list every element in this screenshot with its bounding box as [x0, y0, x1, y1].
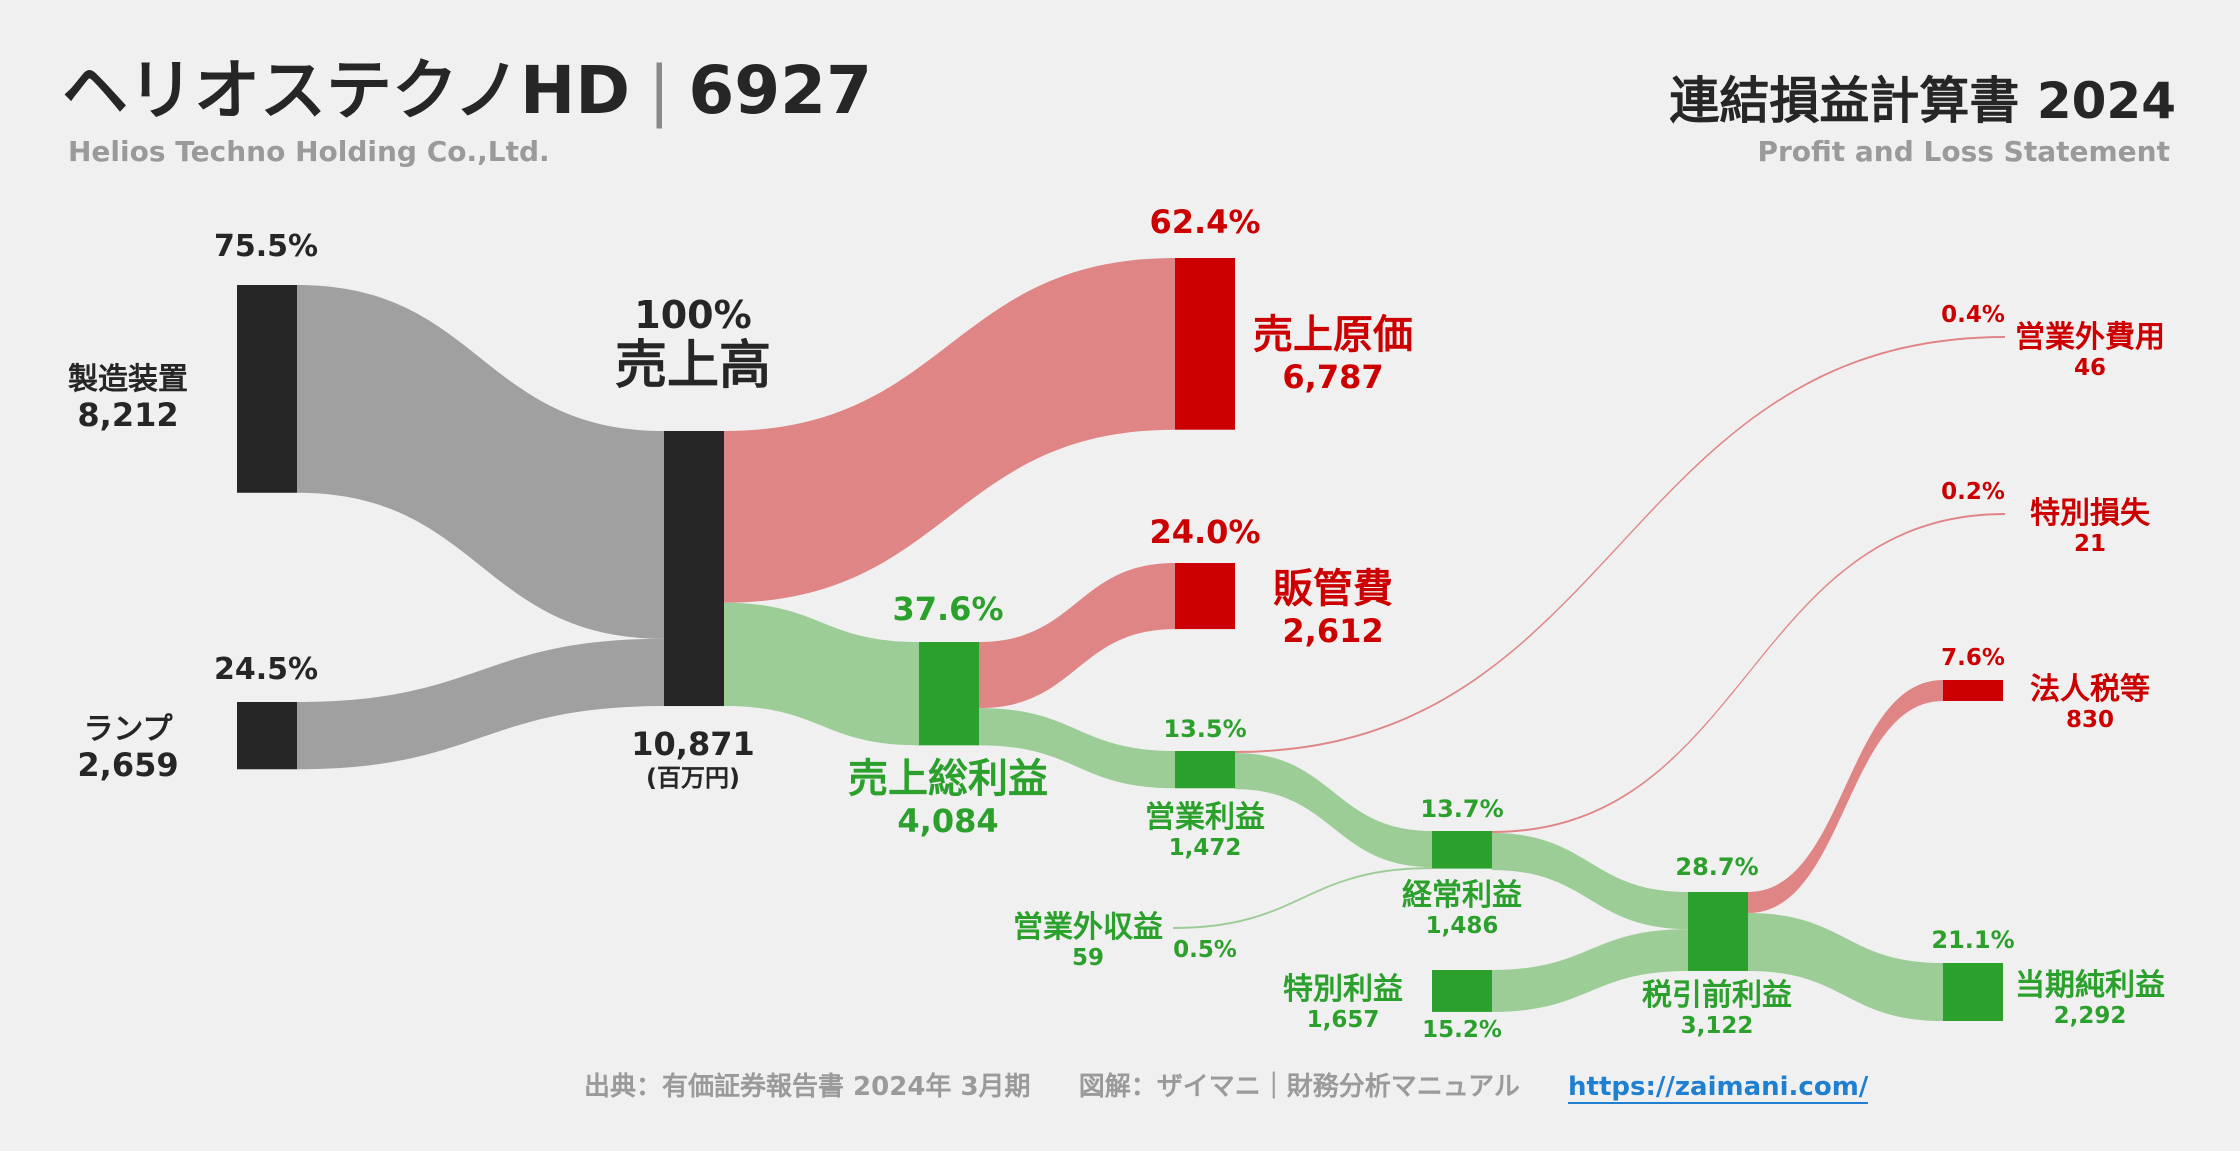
node-gross: [919, 642, 979, 746]
node-tax: [1943, 680, 2003, 701]
node-ord: [1432, 831, 1492, 869]
company-name-en: Helios Techno Holding Co.,Ltd.: [68, 135, 550, 168]
node-sga: [1175, 563, 1235, 630]
label-mfg: 製造装置 8,212: [68, 362, 188, 435]
footer-source: 出典：有価証券報告書 2024年 3月期: [584, 1072, 1031, 1102]
flow-layer: [297, 258, 2005, 1021]
footer-url-link[interactable]: https://zaimani.com/: [1568, 1072, 1869, 1104]
node-mfg: [237, 285, 297, 493]
pct-tax: 7.6%: [1941, 645, 2005, 671]
flow-nonop_inc-ord: [1173, 867, 1432, 929]
node-op: [1175, 751, 1235, 789]
pct-ext-loss: 0.2%: [1941, 479, 2005, 505]
label-ord: 経常利益 1,486: [1402, 878, 1522, 940]
pct-gross: 37.6%: [892, 590, 1004, 628]
statement-title-en: Profit and Loss Statement: [1757, 135, 2170, 168]
pct-nonop-inc: 0.5%: [1173, 937, 1237, 963]
label-tax: 法人税等 830: [2030, 672, 2150, 734]
value-sales: 10,871 (百万円): [631, 725, 755, 792]
node-net: [1943, 963, 2003, 1021]
flow-ord-ext_loss: [1492, 513, 2005, 833]
flow-op-ord: [1235, 753, 1432, 868]
node-cogs: [1175, 258, 1235, 430]
label-op: 営業利益 1,472: [1145, 800, 1265, 862]
pct-sga: 24.0%: [1149, 513, 1261, 551]
pct-sales: 100%: [634, 293, 752, 337]
flow-sales-gross: [724, 602, 919, 746]
unit-label: (百万円): [646, 763, 740, 792]
label-net: 当期純利益 2,292: [2015, 968, 2165, 1030]
pct-ext-gain: 15.2%: [1422, 1017, 1502, 1043]
label-pretax: 税引前利益 3,122: [1642, 978, 1792, 1040]
node-lamp: [237, 702, 297, 770]
flow-ext_gain-pretax: [1492, 929, 1688, 1012]
flow-sales-cogs: [724, 258, 1175, 603]
label-sales: 売上高: [614, 336, 772, 396]
pct-cogs: 62.4%: [1149, 203, 1261, 241]
footer-credit: 図解：ザイマニ｜財務分析マニュアル: [1078, 1072, 1520, 1102]
pct-pretax: 28.7%: [1675, 853, 1759, 881]
label-ext-loss: 特別損失 21: [2030, 496, 2150, 558]
footer: 出典：有価証券報告書 2024年 3月期 図解：ザイマニ｜財務分析マニュアル h…: [584, 1072, 1869, 1104]
flow-mfg-sales: [297, 285, 664, 639]
label-ext-gain: 特別利益 1,657: [1283, 972, 1403, 1034]
label-nonop-inc: 営業外収益 59: [1013, 910, 1163, 972]
flow-pretax-net: [1748, 912, 1943, 1021]
statement-title: 連結損益計算書 2024: [1669, 72, 2176, 130]
flow-op-nonop_exp: [1235, 336, 2005, 753]
node-ext_gain: [1432, 970, 1492, 1012]
label-sga: 販管費 2,612: [1273, 566, 1393, 651]
pct-mfg: 75.5%: [213, 229, 319, 264]
label-nonop-exp: 営業外費用 46: [2015, 320, 2165, 382]
flow-lamp-sales: [297, 638, 664, 770]
flow-gross-sga: [979, 563, 1175, 709]
label-lamp: ランプ 2,659: [77, 712, 179, 785]
company-name: ヘリオステクノHD | 6927: [62, 52, 873, 129]
node-sales: [664, 431, 724, 707]
pct-ord: 13.7%: [1420, 795, 1504, 823]
stock-code: 6927: [688, 52, 873, 129]
flow-pretax-tax: [1748, 680, 1943, 913]
flow-gross-op: [979, 708, 1175, 789]
pct-nonop-exp: 0.4%: [1941, 302, 2005, 328]
flow-ord-pretax: [1492, 833, 1688, 930]
pct-net: 21.1%: [1931, 926, 2015, 954]
label-cogs: 売上原価 6,787: [1253, 312, 1413, 397]
pct-op: 13.5%: [1163, 715, 1247, 743]
node-layer: [237, 258, 2003, 1021]
pct-lamp: 24.5%: [213, 652, 319, 687]
node-pretax: [1688, 892, 1748, 971]
label-gross: 売上総利益 4,084: [848, 756, 1048, 841]
